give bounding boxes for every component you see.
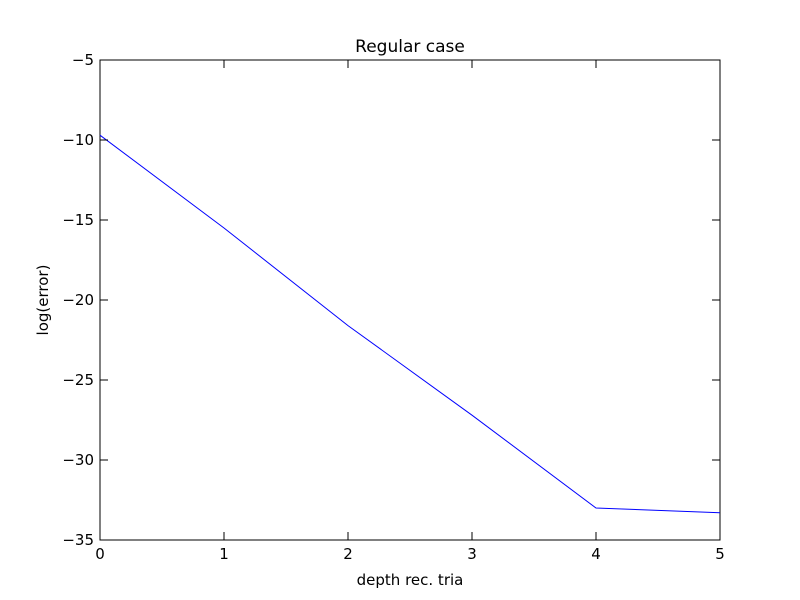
y-tick-label: −30 [62,451,94,469]
x-tick-label: 1 [219,545,229,563]
x-axis-ticks: 0 1 2 3 4 5 [95,60,725,563]
x-tick-label: 0 [95,545,105,563]
x-axis-label: depth rec. tria [357,571,464,589]
chart-title: Regular case [355,37,465,57]
series-line [99,134,721,514]
y-axis-label: log(error) [34,265,52,336]
x-tick-label: 5 [715,545,725,563]
y-tick-label: −15 [62,211,94,229]
series-layer [99,134,721,514]
y-tick-label: −35 [62,531,94,549]
x-tick-label: 3 [467,545,477,563]
y-tick-label: −25 [62,371,94,389]
x-tick-label: 4 [591,545,601,563]
y-tick-label: −20 [62,291,94,309]
plot-frame [99,59,721,541]
y-tick-label: −10 [62,131,94,149]
plot-area: 0 1 2 3 4 5 −5 −10 −15 −20 −25 −30 −35 [62,51,724,563]
x-tick-label: 2 [343,545,353,563]
y-tick-label: −5 [72,51,94,69]
y-axis-ticks: −5 −10 −15 −20 −25 −30 −35 [62,51,720,549]
